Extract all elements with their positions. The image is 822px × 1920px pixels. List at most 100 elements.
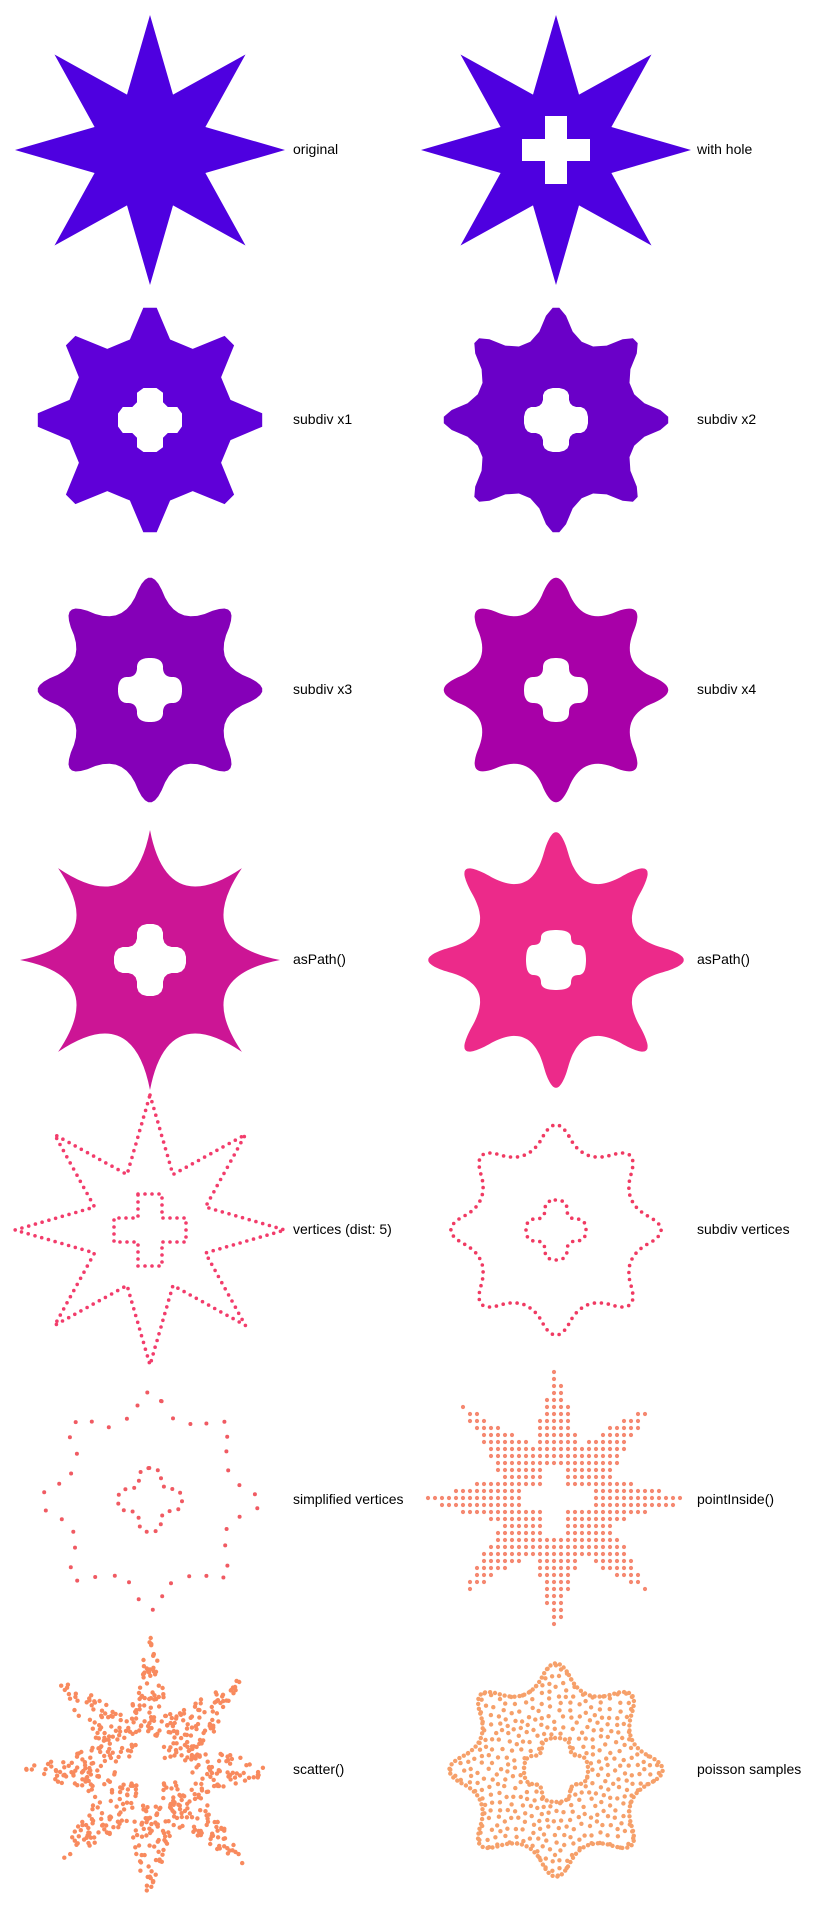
subdiv-vertex-dot: [584, 1227, 588, 1232]
poisson-dot: [600, 1822, 605, 1828]
inside-grid-dot: [628, 1579, 634, 1585]
inside-grid-dot: [495, 1481, 501, 1487]
scatter-dot: [139, 1820, 145, 1826]
poisson-dot: [626, 1729, 632, 1735]
inside-grid-dot: [579, 1551, 585, 1557]
scatter-dot: [240, 1860, 245, 1866]
vertex-dot: [165, 1305, 169, 1309]
poisson-dot: [479, 1787, 485, 1793]
poisson-dot: [531, 1830, 536, 1836]
inside-grid-dot: [558, 1572, 564, 1578]
scatter-dot: [98, 1763, 104, 1769]
subdiv-vertex-dot: [565, 1211, 570, 1215]
inside-grid-dot: [565, 1446, 571, 1452]
vertex-dot: [110, 1164, 114, 1168]
scatter-dot: [144, 1888, 149, 1893]
scatter-dot: [149, 1821, 154, 1827]
subdiv-vertex-dot: [557, 1123, 562, 1128]
inside-grid-dot: [558, 1593, 564, 1599]
poisson-dot: [502, 1783, 507, 1789]
vertex-dot: [165, 1153, 170, 1158]
poisson-dot: [618, 1700, 623, 1706]
scatter-dot: [188, 1733, 194, 1738]
inside-grid-dot: [551, 1565, 557, 1571]
scatter-dot: [124, 1818, 129, 1824]
poisson-dot: [549, 1732, 554, 1737]
inside-grid-dot: [488, 1481, 494, 1487]
scatter-dot: [113, 1728, 119, 1734]
inside-grid-dot: [481, 1425, 487, 1431]
inside-grid-dot: [558, 1537, 564, 1543]
simplified-vertex-dot: [68, 1565, 73, 1570]
label-point-inside: pointInside(): [697, 1491, 775, 1507]
inside-grid-dot: [628, 1495, 634, 1501]
inside-grid-dot: [593, 1516, 599, 1522]
inside-grid-dot: [579, 1544, 585, 1550]
subdiv-vertex-dot: [580, 1150, 584, 1154]
poisson-dot: [591, 1728, 596, 1733]
inside-grid-dot: [509, 1460, 515, 1466]
scatter-dot: [49, 1764, 54, 1769]
scatter-dot: [244, 1763, 249, 1768]
vertex-dot: [222, 1171, 226, 1176]
subdiv-vertex-dot: [606, 1302, 611, 1306]
vertex-dot: [208, 1196, 213, 1200]
scatter-dot: [233, 1781, 238, 1786]
scatter-dot: [182, 1794, 187, 1799]
vertex-dot: [221, 1145, 225, 1149]
scatter-dot: [207, 1764, 212, 1770]
scatter-dot: [182, 1732, 188, 1737]
inside-grid-dot: [600, 1481, 606, 1487]
poisson-dot: [529, 1813, 534, 1819]
scatter-dot: [172, 1810, 177, 1815]
vertex-dot: [136, 1193, 140, 1197]
simplified-vertex-dot: [171, 1416, 175, 1421]
scatter-dot: [61, 1773, 66, 1778]
scatter-dot: [109, 1787, 115, 1793]
subdiv-vertex-dot: [570, 1140, 575, 1144]
poisson-dot: [528, 1748, 533, 1754]
scatter-dot: [214, 1771, 220, 1776]
vertex-dot: [267, 1223, 272, 1228]
scatter-dot: [90, 1803, 96, 1808]
poisson-dot: [449, 1762, 454, 1767]
inside-grid-dot: [537, 1439, 543, 1445]
subdiv-vertex-dot: [656, 1222, 661, 1226]
vertex-dot: [247, 1217, 251, 1222]
scatter-dot: [148, 1875, 153, 1881]
star-subdiv-x4: [443, 577, 669, 803]
subdiv-vertex-dot: [477, 1290, 482, 1295]
scatter-dot: [53, 1768, 59, 1773]
subdiv-vertex-dot: [607, 1153, 611, 1158]
inside-grid-dot: [565, 1460, 571, 1466]
inside-grid-dot: [551, 1607, 557, 1613]
scatter-dot: [149, 1869, 154, 1874]
poisson-dot: [568, 1835, 573, 1840]
poisson-dot: [520, 1739, 526, 1744]
scatter-dot: [123, 1728, 129, 1734]
inside-grid-dot: [502, 1453, 508, 1459]
inside-grid-dot: [677, 1495, 683, 1501]
poisson-dot: [518, 1773, 523, 1778]
poisson-dot: [539, 1790, 545, 1795]
vertex-dot: [254, 1219, 258, 1224]
inside-grid-dot: [628, 1418, 634, 1424]
scatter-dot: [133, 1729, 139, 1735]
poisson-dot: [512, 1758, 517, 1763]
inside-grid-dot: [502, 1481, 508, 1487]
scatter-dot: [157, 1728, 162, 1733]
poisson-dot: [524, 1729, 529, 1735]
scatter-dot: [82, 1763, 88, 1768]
vertex-dot: [209, 1262, 214, 1267]
inside-grid-dot: [579, 1481, 585, 1487]
subdiv-vertex-dot: [487, 1305, 492, 1309]
inside-grid-dot: [467, 1502, 473, 1508]
scatter-dot: [193, 1781, 198, 1786]
scatter-dot: [133, 1828, 138, 1833]
vertex-dot: [227, 1141, 231, 1146]
vertex-dot: [139, 1122, 144, 1126]
vertex-dot: [234, 1214, 238, 1218]
subdiv-vertex-dot: [501, 1154, 506, 1158]
scatter-dot: [130, 1744, 135, 1750]
subdiv-vertex-dot: [630, 1291, 635, 1295]
